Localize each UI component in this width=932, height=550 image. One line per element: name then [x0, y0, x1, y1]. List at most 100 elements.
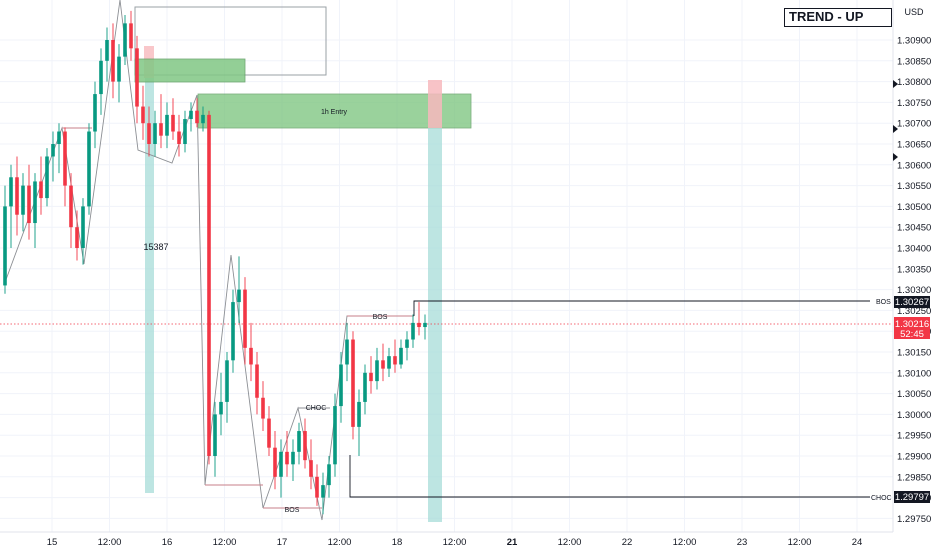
candle-body: [261, 397, 265, 419]
red-zone-right: [428, 80, 442, 128]
candle-body: [51, 144, 55, 157]
green-zone-entry: [197, 93, 472, 129]
entry-label: 1h Entry: [321, 109, 348, 116]
candle-body: [297, 431, 301, 452]
y-tick-label: 1.30300: [897, 285, 931, 296]
candle-body: [21, 185, 25, 215]
candle-body: [279, 451, 283, 477]
candle-body: [339, 364, 343, 407]
x-tick-label: 21: [507, 537, 518, 548]
candle-body: [81, 206, 85, 248]
candle-body: [237, 289, 241, 303]
candle-body: [327, 464, 331, 486]
count-label: 15387: [143, 242, 168, 252]
currency-label[interactable]: USD: [904, 7, 924, 17]
candle-body: [69, 185, 73, 228]
candle-body: [117, 56, 121, 82]
candle-body: [417, 322, 421, 328]
x-tick-label: 24: [852, 537, 863, 548]
candle-body: [273, 447, 277, 477]
candle-body: [123, 23, 127, 57]
x-tick-label: 22: [622, 537, 633, 548]
candle-body: [357, 401, 361, 427]
candle-body: [129, 23, 133, 49]
teal-zone-right: [428, 128, 442, 522]
x-tick-label: 23: [737, 537, 748, 548]
candle-body: [249, 347, 253, 365]
y-tick-label: 1.30550: [897, 181, 931, 192]
y-tick-label: 1.30700: [897, 119, 931, 130]
candle-body: [45, 156, 49, 199]
candle-body: [387, 356, 391, 369]
y-tick-label: 1.30100: [897, 368, 931, 379]
candle-body: [159, 123, 163, 136]
candle-body: [135, 48, 139, 107]
y-tick-label: 1.30000: [897, 410, 931, 421]
bos-label-lower: BOS: [285, 507, 300, 514]
candle-body: [3, 206, 7, 286]
y-tick-label: 1.30500: [897, 202, 931, 213]
x-tick-label: 12:00: [558, 537, 582, 548]
y-tick-label: 1.29850: [897, 472, 931, 483]
candle-body: [153, 123, 157, 144]
candle-body: [411, 322, 415, 340]
y-tick-label: 1.30250: [897, 306, 931, 317]
candle-body: [363, 372, 367, 402]
candle-body: [57, 131, 61, 144]
candle-body: [285, 451, 289, 465]
time-axis[interactable]: 15 12:00 16 12:00 17 12:00 18 12:00 21 12:00 22 12:…: [0, 531, 893, 548]
candle-body: [201, 114, 205, 124]
x-tick-label: 12:00: [788, 537, 812, 548]
y-tick-label: 1.30650: [897, 140, 931, 151]
y-tick-label: 1.30600: [897, 160, 931, 171]
candle-body: [399, 347, 403, 365]
price-axis[interactable]: 1.30900 1.30850 1.30800 1.30750 1.30700 1.306…: [871, 0, 931, 532]
y-tick-label: 1.30850: [897, 56, 931, 67]
y-tick-label: 1.29750: [897, 514, 931, 525]
choc-level-line: [349, 455, 870, 498]
candle-body: [321, 485, 325, 498]
y-tick-label: 1.29950: [897, 431, 931, 442]
candle-body: [267, 418, 271, 448]
candle-body: [375, 360, 379, 382]
candle-body: [225, 360, 229, 402]
candle-body: [255, 364, 259, 398]
choc-label-mid: CHOC: [306, 405, 327, 412]
structure-lines: [0, 0, 893, 521]
candle-body: [309, 460, 313, 477]
x-tick-label: 12:00: [328, 537, 352, 548]
candle-body: [207, 114, 211, 456]
x-tick-label: 12:00: [213, 537, 237, 548]
chart-annotations: 1h Entry 15387 BOS CHOC BOS: [143, 109, 387, 514]
x-tick-label: 12:00: [673, 537, 697, 548]
candle-body: [231, 302, 235, 361]
candle-body: [63, 131, 67, 186]
bos-axis-tag: BOS: [876, 299, 891, 306]
candle-body: [177, 131, 181, 144]
candle-body: [39, 181, 43, 199]
candle-body: [195, 110, 199, 124]
candle-body: [213, 414, 217, 456]
x-tick-label: 17: [277, 537, 288, 548]
candle-body: [423, 322, 427, 328]
choc-price-value: 1.29797: [895, 492, 929, 503]
teal-zone-left: [145, 78, 154, 493]
swing-line: [3, 0, 414, 521]
candle-body: [303, 431, 307, 461]
choc-axis-tag: CHOC: [871, 495, 892, 502]
y-tick-label: 1.30400: [897, 244, 931, 255]
candle-body: [243, 289, 247, 348]
bos-label-upper: BOS: [373, 314, 388, 321]
candle-body: [99, 60, 103, 95]
y-tick-label: 1.30150: [897, 348, 931, 359]
candle-body: [171, 114, 175, 132]
x-tick-label: 18: [392, 537, 403, 548]
candle-body: [15, 177, 19, 215]
candle-body: [315, 476, 319, 498]
arrow-marker-icon: [893, 125, 898, 133]
current-price-box: [894, 317, 930, 339]
candle-body: [27, 185, 31, 224]
x-tick-label: 16: [162, 537, 173, 548]
y-tick-label: 1.30800: [897, 77, 931, 88]
